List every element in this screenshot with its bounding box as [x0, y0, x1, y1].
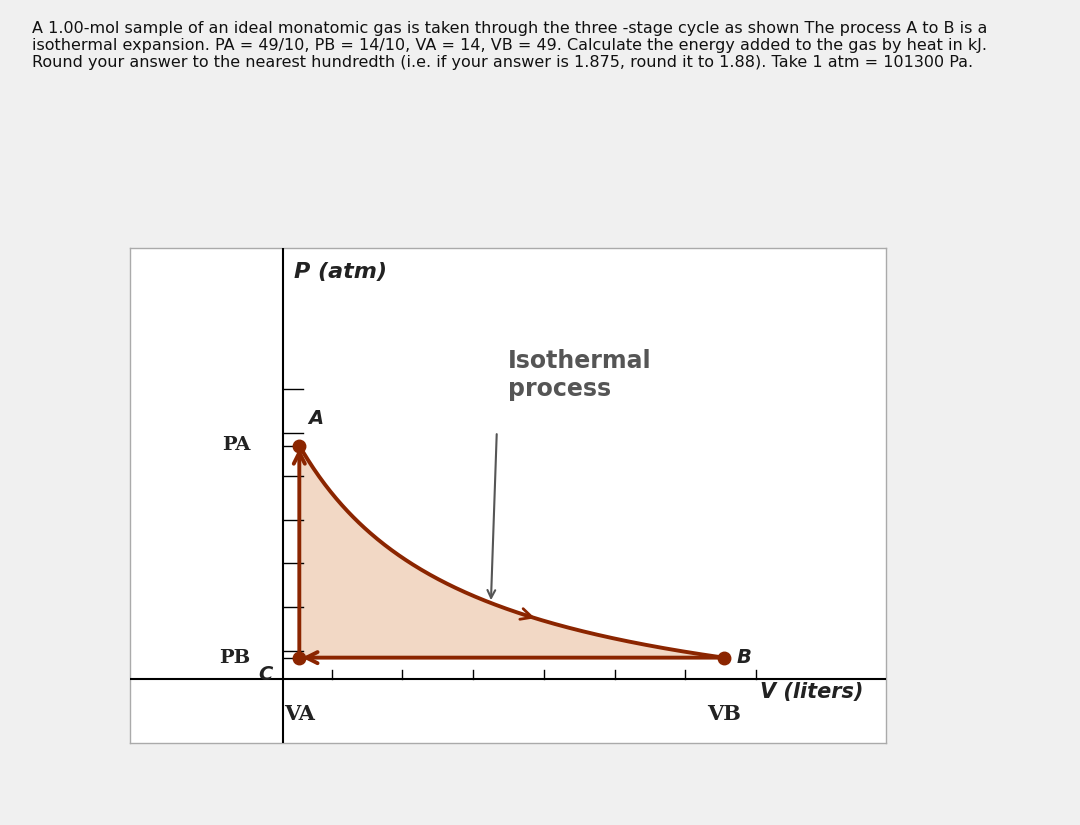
Text: VA: VA: [284, 704, 314, 724]
Text: V (liters): V (liters): [759, 682, 863, 702]
Text: B: B: [737, 648, 752, 667]
Text: PB: PB: [219, 648, 251, 667]
Text: C: C: [258, 665, 272, 684]
Text: A 1.00-mol sample of an ideal monatomic gas is taken through the three -stage cy: A 1.00-mol sample of an ideal monatomic …: [32, 21, 988, 70]
Text: P (atm): P (atm): [294, 262, 387, 282]
Text: A: A: [308, 409, 323, 428]
Polygon shape: [299, 446, 724, 658]
Text: VB: VB: [706, 704, 741, 724]
Text: PA: PA: [222, 436, 251, 455]
Text: Isothermal
process: Isothermal process: [508, 349, 651, 401]
